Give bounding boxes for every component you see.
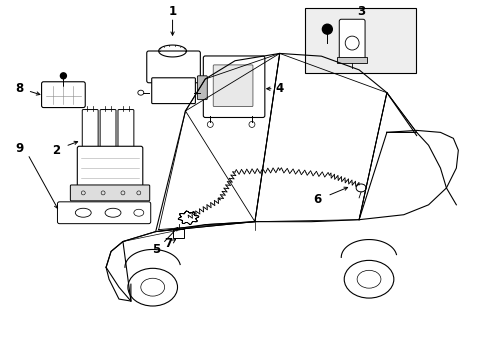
Text: 4: 4	[275, 82, 283, 95]
Text: 3: 3	[356, 5, 365, 18]
Text: 1: 1	[168, 5, 176, 18]
Bar	[172, 229, 184, 238]
FancyBboxPatch shape	[118, 109, 134, 151]
Bar	[337, 57, 366, 63]
Text: 2: 2	[52, 144, 61, 157]
Text: 8: 8	[16, 82, 24, 95]
Circle shape	[322, 24, 332, 34]
Text: 6: 6	[313, 193, 321, 206]
FancyBboxPatch shape	[339, 19, 365, 61]
Text: 7: 7	[164, 237, 172, 250]
FancyBboxPatch shape	[151, 78, 195, 104]
FancyBboxPatch shape	[70, 185, 149, 201]
FancyBboxPatch shape	[100, 109, 116, 151]
FancyBboxPatch shape	[203, 56, 264, 117]
FancyBboxPatch shape	[82, 109, 98, 151]
FancyBboxPatch shape	[77, 146, 142, 190]
FancyBboxPatch shape	[213, 65, 252, 107]
FancyBboxPatch shape	[146, 51, 200, 83]
Text: 9: 9	[16, 142, 24, 155]
Text: 5: 5	[151, 243, 160, 256]
Bar	[304, 8, 415, 73]
FancyBboxPatch shape	[197, 76, 207, 100]
Circle shape	[61, 73, 66, 79]
FancyBboxPatch shape	[41, 82, 85, 108]
FancyBboxPatch shape	[57, 202, 150, 224]
